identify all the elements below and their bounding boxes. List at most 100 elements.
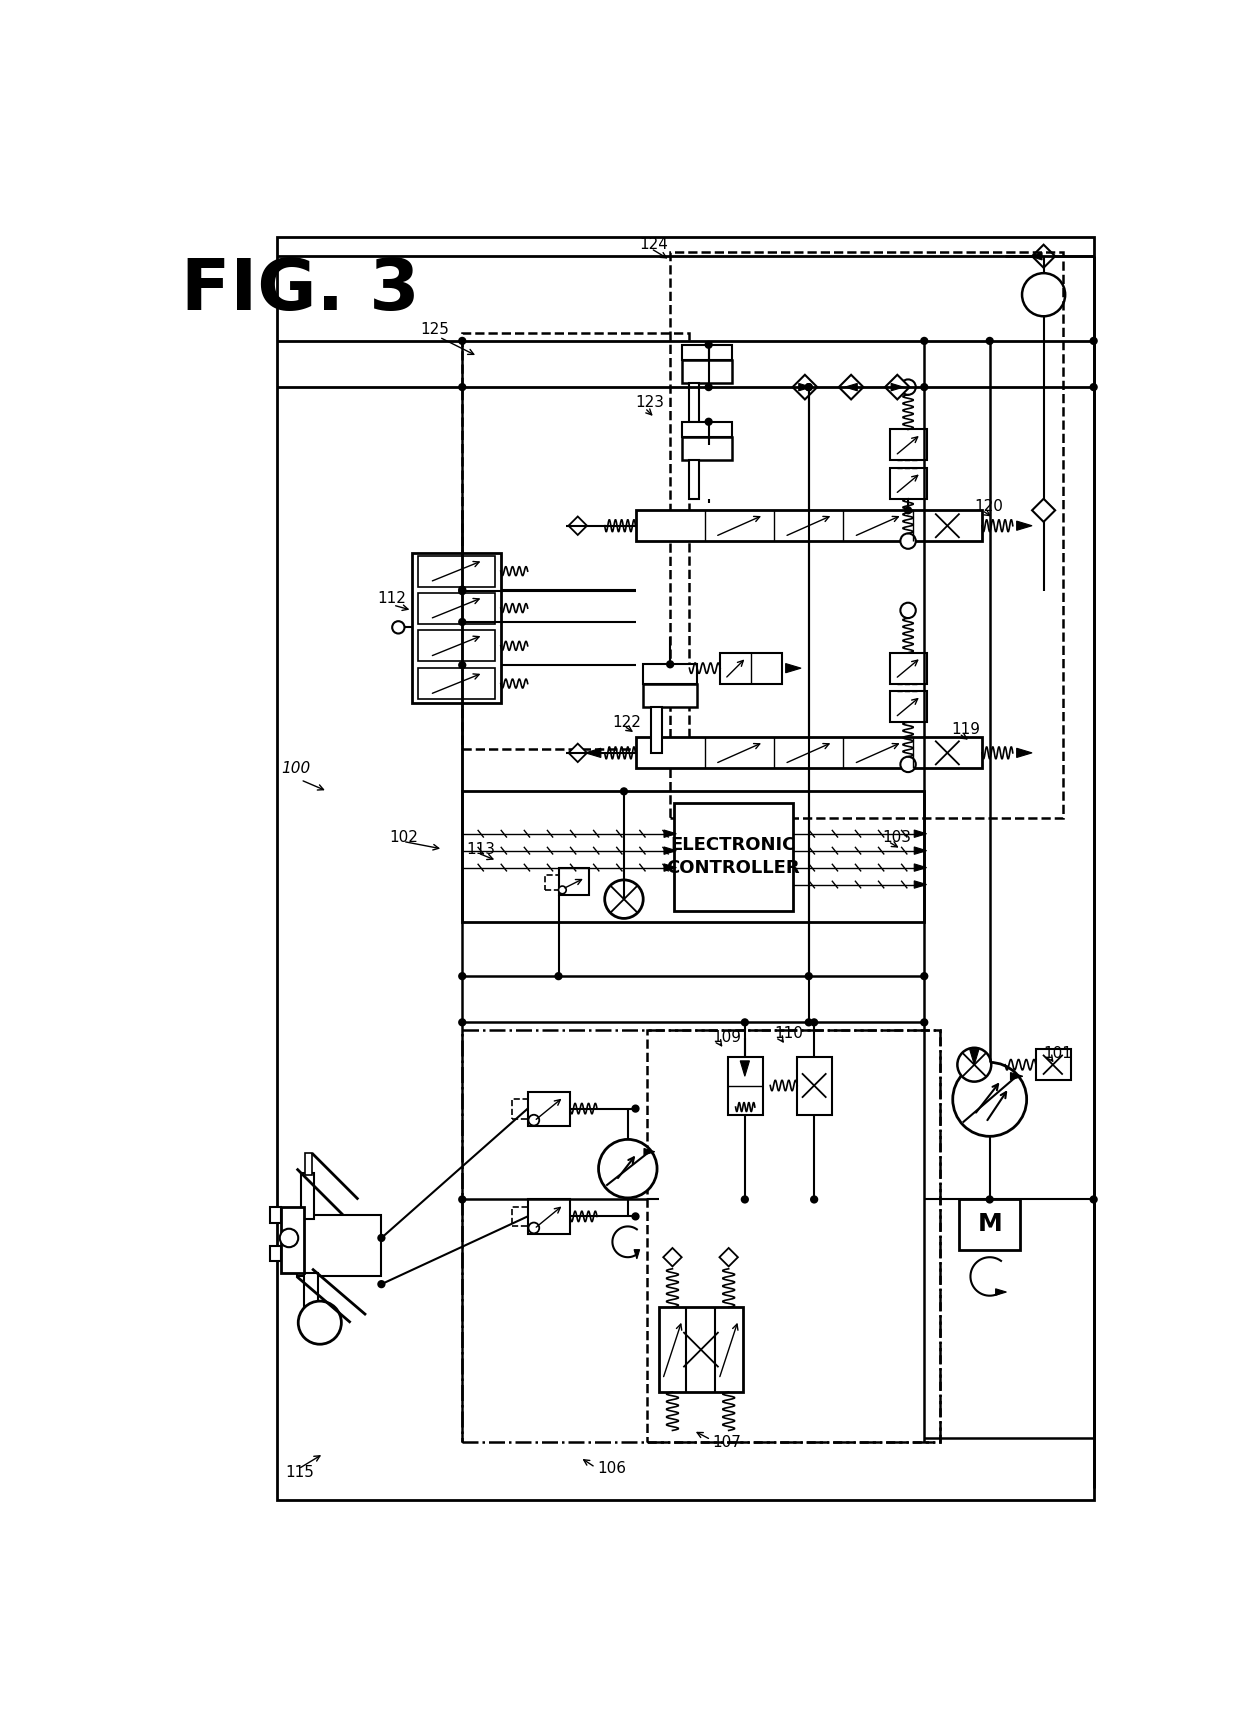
Text: 124: 124: [640, 237, 668, 253]
Circle shape: [605, 880, 644, 919]
Circle shape: [621, 789, 627, 794]
Bar: [558, 868, 589, 895]
Circle shape: [987, 338, 993, 344]
Polygon shape: [663, 830, 676, 837]
Text: 102: 102: [389, 830, 418, 845]
Circle shape: [1090, 338, 1096, 344]
Circle shape: [459, 338, 465, 344]
Text: CONTROLLER: CONTROLLER: [666, 859, 800, 878]
Polygon shape: [970, 1050, 978, 1065]
Bar: [528, 1199, 570, 1234]
Text: 107: 107: [713, 1435, 742, 1450]
Circle shape: [706, 385, 712, 390]
Polygon shape: [1032, 498, 1055, 522]
Bar: [463, 792, 924, 923]
Bar: [296, 1215, 382, 1276]
Bar: [418, 593, 495, 624]
Text: 113: 113: [466, 842, 495, 857]
Bar: [281, 1208, 304, 1273]
Polygon shape: [1017, 749, 1032, 758]
Circle shape: [280, 1228, 299, 1247]
Circle shape: [811, 1196, 817, 1203]
Text: 115: 115: [285, 1465, 314, 1481]
Bar: [658, 1307, 743, 1392]
Text: 123: 123: [635, 395, 665, 411]
Text: M: M: [977, 1213, 1002, 1235]
Circle shape: [806, 385, 812, 390]
Circle shape: [1022, 273, 1065, 316]
Polygon shape: [644, 1149, 655, 1154]
Text: 110: 110: [774, 1026, 804, 1041]
Text: 125: 125: [420, 321, 449, 337]
Bar: [889, 430, 926, 460]
Bar: [512, 1100, 528, 1118]
Circle shape: [900, 533, 916, 548]
Polygon shape: [568, 744, 587, 763]
Circle shape: [667, 661, 673, 667]
Circle shape: [900, 603, 916, 618]
Text: 122: 122: [613, 715, 641, 730]
Circle shape: [299, 1301, 341, 1343]
Polygon shape: [844, 383, 857, 390]
Circle shape: [459, 385, 465, 390]
Bar: [670, 253, 1063, 818]
Circle shape: [528, 1223, 539, 1234]
Circle shape: [378, 1235, 384, 1240]
Circle shape: [952, 1062, 1027, 1136]
Bar: [418, 631, 495, 661]
Circle shape: [459, 588, 465, 594]
Circle shape: [905, 507, 911, 514]
Circle shape: [742, 1196, 748, 1203]
Polygon shape: [792, 375, 817, 399]
Polygon shape: [663, 1247, 682, 1266]
Circle shape: [599, 1139, 657, 1197]
Circle shape: [806, 1019, 812, 1026]
Circle shape: [806, 972, 812, 979]
Circle shape: [921, 1019, 928, 1026]
Bar: [682, 345, 732, 361]
Polygon shape: [914, 864, 926, 871]
Bar: [682, 421, 732, 436]
Circle shape: [900, 756, 916, 771]
Bar: [278, 237, 1094, 1500]
Bar: [689, 383, 698, 421]
Circle shape: [392, 622, 404, 634]
Polygon shape: [568, 517, 587, 534]
Polygon shape: [892, 383, 904, 390]
Polygon shape: [663, 847, 676, 854]
Polygon shape: [663, 864, 676, 871]
Bar: [959, 1199, 1021, 1249]
Polygon shape: [1029, 253, 1042, 259]
Text: 100: 100: [281, 761, 310, 777]
Polygon shape: [914, 830, 926, 837]
Circle shape: [1090, 385, 1096, 390]
Bar: [418, 668, 495, 699]
Text: ELECTRONIC: ELECTRONIC: [671, 837, 796, 854]
Circle shape: [1090, 1196, 1096, 1203]
Bar: [305, 1153, 312, 1175]
Circle shape: [558, 886, 567, 893]
Polygon shape: [914, 881, 926, 888]
Text: 112: 112: [377, 591, 407, 606]
Bar: [300, 1172, 315, 1218]
Bar: [544, 874, 558, 890]
Polygon shape: [740, 1060, 749, 1075]
Text: 106: 106: [596, 1462, 626, 1476]
Polygon shape: [786, 663, 801, 673]
Bar: [647, 1031, 940, 1441]
Bar: [1035, 1050, 1070, 1081]
Bar: [270, 1246, 281, 1261]
Circle shape: [459, 1019, 465, 1026]
Bar: [635, 510, 982, 541]
Circle shape: [556, 972, 562, 979]
Polygon shape: [838, 375, 863, 399]
Polygon shape: [914, 847, 926, 854]
Polygon shape: [634, 1249, 640, 1259]
Circle shape: [459, 972, 465, 979]
Circle shape: [378, 1282, 384, 1287]
Polygon shape: [996, 1288, 1007, 1295]
Circle shape: [459, 586, 465, 593]
Bar: [889, 653, 926, 684]
Circle shape: [957, 1048, 991, 1082]
Bar: [528, 1091, 570, 1127]
